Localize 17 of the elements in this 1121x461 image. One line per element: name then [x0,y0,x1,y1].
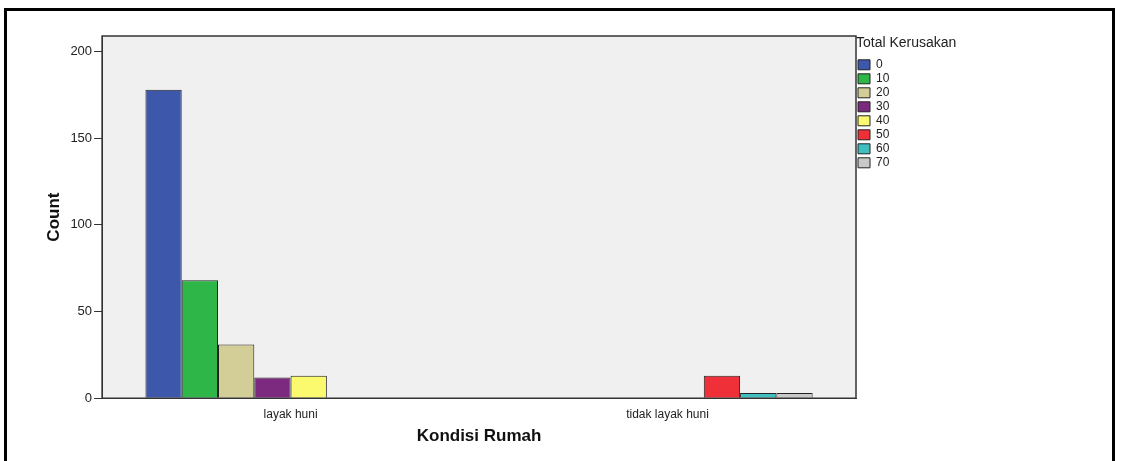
legend-label: 10 [876,71,890,86]
legend-label: 20 [876,85,890,100]
x-tick-label: layak huni [263,406,318,421]
x-tick-label: tidak layak huni [626,406,709,421]
y-tick-label: 200 [70,43,93,59]
legend-label: 40 [876,113,890,128]
legend-label: 50 [876,127,890,142]
y-tick-label: 50 [77,303,93,319]
y-tick-label: 0 [84,389,93,405]
y-tick-label: 150 [70,129,93,145]
x-axis-title: Kondisi Rumah [416,426,542,446]
legend-label: 0 [876,57,883,72]
legend-label: 60 [876,141,890,156]
y-tick-label: 100 [70,216,93,232]
y-axis-title: Count [43,192,63,242]
legend-label: 70 [876,155,890,170]
legend-label: 30 [876,99,890,114]
